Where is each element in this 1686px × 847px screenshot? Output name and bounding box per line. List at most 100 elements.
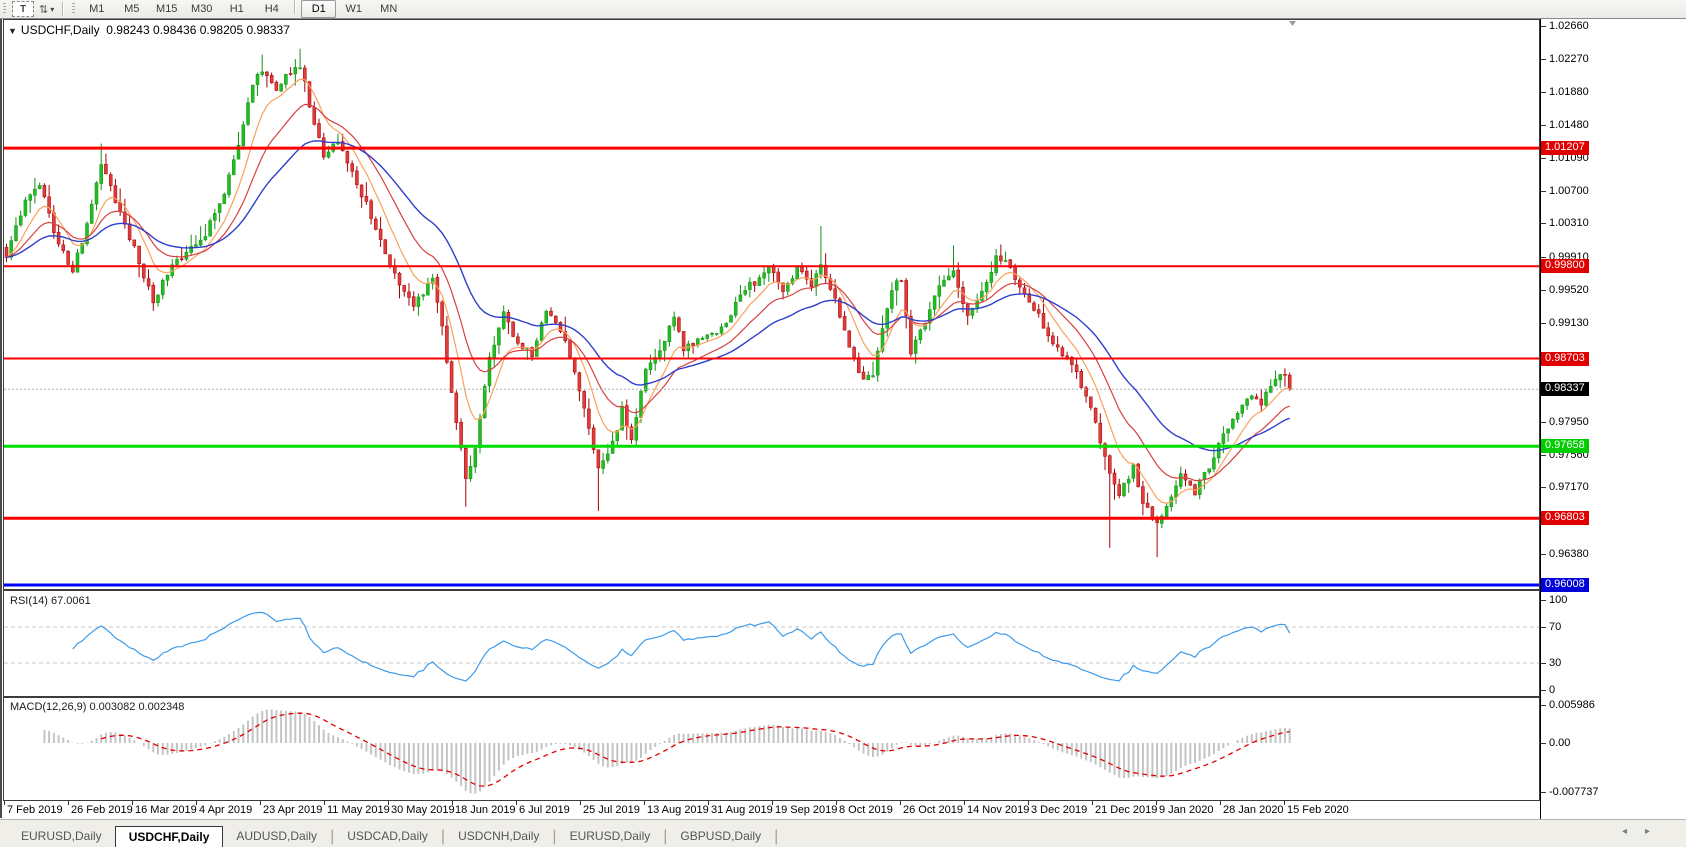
toolbar-grip[interactable] [72,3,76,15]
macd-main-value: 0.003082 [89,701,136,713]
rsi-tick-label: 100 [1549,594,1568,606]
quote-close: 0.98337 [246,23,290,37]
date-label: 8 Oct 2019 [839,804,893,816]
main-price-chart[interactable] [3,19,1540,590]
date-tick [836,801,837,805]
date-label: 30 May 2019 [391,804,455,816]
toolbar-grip[interactable] [3,3,6,15]
date-tick [900,801,901,805]
time-axis[interactable]: 7 Feb 2019 26 Feb 2019 16 Mar 2019 4 Apr… [3,801,1540,818]
rsi-tick-label: 30 [1549,657,1562,669]
quote-open: 0.98243 [106,23,150,37]
level-price-badge: 0.99800 [1541,259,1589,273]
tab-separator: | [774,828,779,845]
axis-tick [1541,705,1546,706]
quote-low: 0.98205 [199,23,244,37]
price-tick-label: 1.02270 [1549,53,1589,65]
timeframe-button-mn[interactable]: MN [380,3,398,15]
date-label: 26 Feb 2019 [71,804,133,816]
date-tick [1156,801,1157,805]
rsi-label: RSI(14) 67.0061 [10,595,91,607]
axis-tick [1541,487,1546,488]
date-label: 31 Aug 2019 [711,804,773,816]
level-price-badge: 0.98703 [1541,352,1589,366]
level-price-badge: 1.01207 [1541,141,1589,155]
date-label: 7 Feb 2019 [7,804,63,816]
date-tick [580,801,581,805]
timeframe-button-h4[interactable]: H4 [264,3,279,15]
date-label: 23 Apr 2019 [263,804,323,816]
axis-tick [1541,663,1546,664]
rsi-value: 67.0061 [50,595,91,607]
date-label: 16 Mar 2019 [135,804,197,816]
date-tick [68,801,69,805]
axis-tick [1541,257,1546,258]
chart-tab-5[interactable]: EURUSD,Daily [569,829,651,843]
timeframe-button-h1[interactable]: H1 [229,3,244,15]
date-label: 21 Dec 2019 [1095,804,1158,816]
date-tick [1092,801,1093,805]
chart-tab-bar: EURUSD,Daily USDCHF,Daily AUDUSD,Daily | USD… [0,819,1686,847]
text-tool-icon[interactable]: T [12,1,34,17]
level-price-badge: 0.96803 [1541,511,1589,525]
date-label: 15 Feb 2020 [1287,804,1349,816]
chart-tab-2[interactable]: AUDUSD,Daily [236,829,318,843]
date-tick [708,801,709,805]
timeframe-button-w1[interactable]: W1 [345,3,362,15]
rsi-tick-label: 0 [1549,684,1556,696]
axis-tick [1541,290,1546,291]
date-tick [132,801,133,805]
date-label: 28 Jan 2020 [1223,804,1284,816]
tab-scroll-right-icon[interactable]: ▸ [1644,826,1668,837]
macd-indicator-pane[interactable] [3,697,1540,801]
chart-tab-4[interactable]: USDCNH,Daily [458,829,540,843]
window-left-border [0,19,2,818]
date-label: 18 Jun 2019 [455,804,516,816]
price-tick-label: 1.01880 [1549,86,1589,98]
tab-scroll-arrows: ◂▸ [1622,826,1668,837]
timeframe-button-m5[interactable]: M5 [124,3,140,15]
axis-tick [1541,158,1546,159]
date-tick [1220,801,1221,805]
date-tick [1028,801,1029,805]
date-label: 9 Jan 2020 [1159,804,1214,816]
axis-tick [1541,554,1546,555]
axis-tick [1541,627,1546,628]
chart-tab-0[interactable]: EURUSD,Daily [21,829,102,843]
tab-separator: | [663,828,668,845]
timeframe-button-m1[interactable]: M1 [89,3,105,15]
tab-scroll-left-icon[interactable]: ◂ [1621,826,1645,837]
toolbar-separator [294,0,297,14]
price-tick-label: 0.97950 [1549,416,1589,428]
price-tick-label: 1.01480 [1549,119,1589,131]
axis-tick [1541,323,1546,324]
tab-separator: | [440,828,446,845]
chart-tab-3[interactable]: USDCAD,Daily [347,829,428,843]
axis-tick [1541,422,1546,423]
rsi-indicator-pane[interactable] [3,590,1540,697]
chart-title: ▼ USDCHF,Daily 0.98243 0.98436 0.98205 0.… [8,23,290,37]
chart-tab-6[interactable]: GBPUSD,Daily [680,829,762,843]
axis-tick [1541,600,1546,601]
chart-tab-1[interactable]: USDCHF,Daily [114,826,224,847]
date-tick [452,801,453,805]
swap-arrows-icon[interactable]: ⇅ ▾ [39,3,55,16]
price-axis[interactable]: 1.02660 1.02270 1.01880 1.01480 1.01090 … [1540,19,1686,819]
date-tick [196,801,197,805]
macd-label: MACD(12,26,9) 0.003082 0.002348 [10,701,185,713]
price-tick-label: 1.00310 [1549,217,1589,229]
timeframe-button-d1[interactable]: D1 [301,0,337,18]
collapse-triangle-icon[interactable]: ▼ [8,26,17,36]
level-price-badge: 0.96008 [1541,578,1589,592]
timeframe-button-m30[interactable]: M30 [191,3,213,15]
timeframe-button-group: M1 M5 M15 M30 H1 H4 D1 W1 MN [79,0,406,18]
macd-tick-label: -0.007737 [1549,786,1599,798]
timeframe-button-m15[interactable]: M15 [156,3,178,15]
tab-separator: | [552,828,557,845]
macd-tick-label: 0.00 [1549,737,1571,749]
axis-tick [1541,455,1546,456]
date-tick [516,801,517,805]
date-label: 19 Sep 2019 [775,804,838,816]
axis-tick [1541,26,1546,27]
